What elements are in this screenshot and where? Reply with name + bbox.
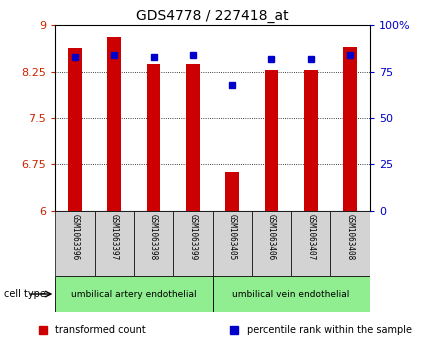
- Text: GSM1063405: GSM1063405: [228, 214, 237, 260]
- Text: GSM1063408: GSM1063408: [346, 214, 354, 260]
- Text: GSM1063399: GSM1063399: [188, 214, 197, 260]
- Text: umbilical artery endothelial: umbilical artery endothelial: [71, 290, 197, 298]
- Bar: [331, 211, 370, 276]
- Text: umbilical vein endothelial: umbilical vein endothelial: [232, 290, 350, 298]
- Text: GSM1063406: GSM1063406: [267, 214, 276, 260]
- Bar: [55, 211, 94, 276]
- Bar: [186, 64, 200, 211]
- Text: GSM1063396: GSM1063396: [71, 214, 79, 260]
- Bar: [212, 211, 252, 276]
- Text: transformed count: transformed count: [55, 325, 146, 335]
- Bar: [291, 211, 331, 276]
- Bar: [68, 48, 82, 211]
- Bar: [108, 37, 121, 211]
- Text: GSM1063398: GSM1063398: [149, 214, 158, 260]
- Bar: [147, 64, 160, 211]
- Bar: [265, 70, 278, 211]
- Bar: [94, 211, 134, 276]
- Bar: [343, 47, 357, 211]
- Bar: [212, 276, 370, 312]
- Text: GSM1063407: GSM1063407: [306, 214, 315, 260]
- Text: GSM1063397: GSM1063397: [110, 214, 119, 260]
- Text: cell type: cell type: [4, 289, 46, 299]
- Text: percentile rank within the sample: percentile rank within the sample: [246, 325, 411, 335]
- Bar: [173, 211, 212, 276]
- Bar: [55, 276, 212, 312]
- Bar: [225, 172, 239, 211]
- Title: GDS4778 / 227418_at: GDS4778 / 227418_at: [136, 9, 289, 23]
- Bar: [252, 211, 291, 276]
- Bar: [134, 211, 173, 276]
- Bar: [304, 70, 317, 211]
